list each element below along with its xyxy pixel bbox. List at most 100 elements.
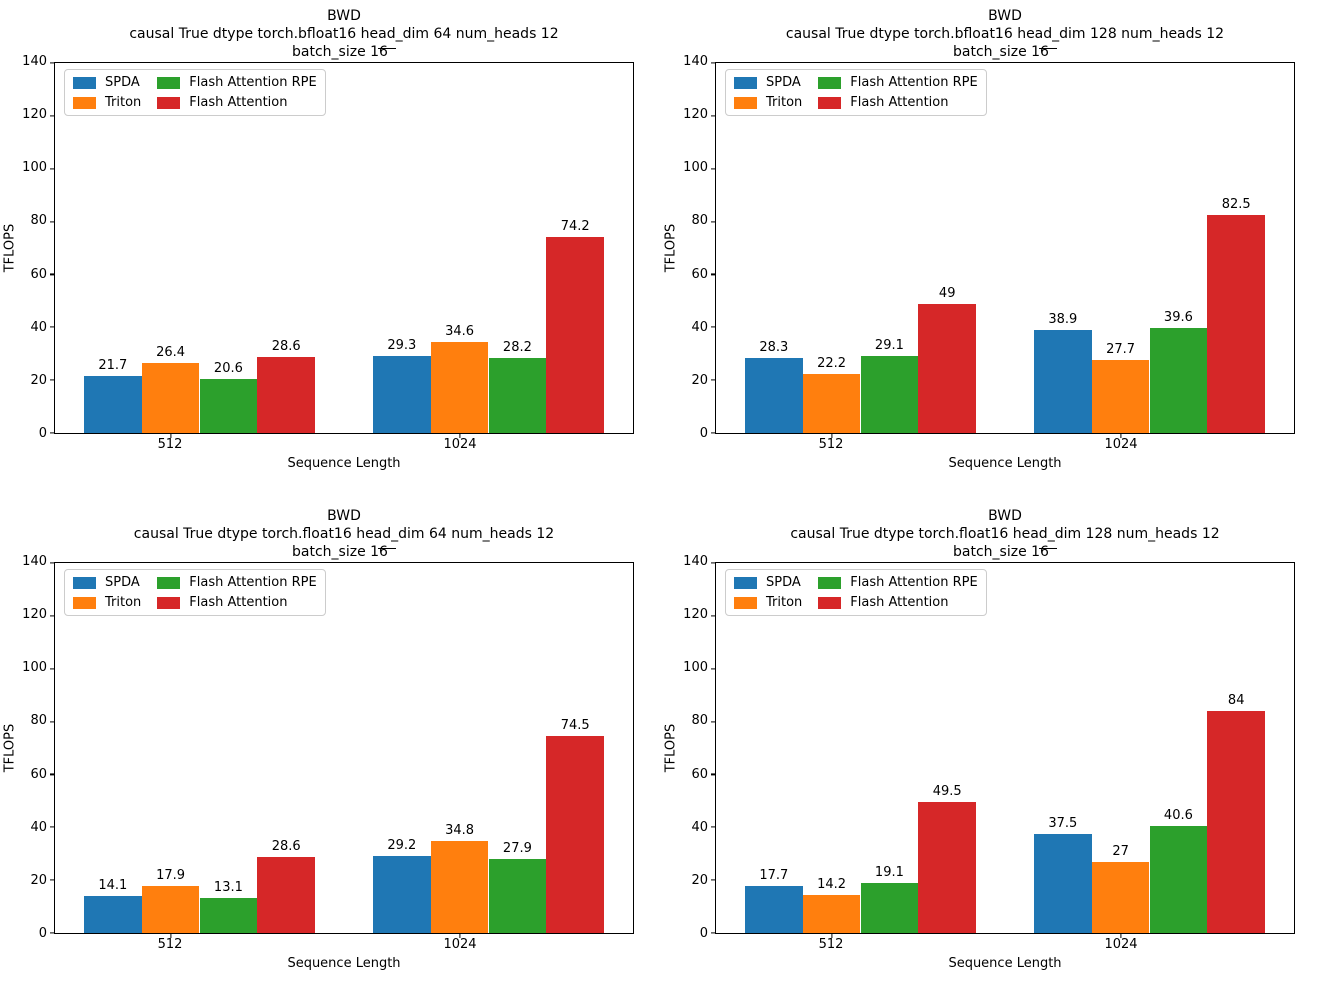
legend-item-spda: SPDA — [73, 75, 141, 90]
x-axis-label: Sequence Length — [287, 456, 401, 471]
legend-label: Triton — [766, 595, 803, 610]
bar-flash-attention-1024 — [546, 236, 605, 433]
y-tick-label: 140 — [683, 54, 708, 69]
bar-flash-attention-512 — [257, 857, 316, 933]
bar-triton-512 — [141, 885, 200, 933]
bar-value-label: 49 — [938, 285, 956, 301]
legend-swatch-triton — [73, 596, 96, 609]
y-tick-mark — [50, 720, 54, 723]
y-tick-label: 100 — [22, 660, 47, 676]
bar-flash-attention-rpe-1024 — [1149, 328, 1208, 433]
bar-triton-1024 — [1091, 359, 1150, 433]
x-tick-mark — [831, 434, 833, 438]
y-tick-mark — [711, 273, 715, 276]
bar-value-label: 26.4 — [156, 345, 186, 361]
y-tick-label: 0 — [699, 426, 708, 441]
legend-swatch-flash-attention — [157, 596, 181, 609]
y-tick-label: 60 — [30, 766, 47, 782]
y-tick-label: 0 — [38, 426, 47, 441]
y-tick-label: 20 — [691, 372, 708, 388]
bar-flash-attention-rpe-512 — [860, 356, 919, 433]
legend-item-triton: Triton — [73, 95, 141, 110]
legend-label: Triton — [105, 595, 142, 610]
chart-title-block: BWD causal True dtype torch.bfloat16 head… — [54, 7, 634, 62]
plot-row: TFLOPS 0 20 40 60 80 100 120 140 SPDA Triton Flash … — [0, 555, 661, 941]
y-tick-mark — [50, 773, 54, 776]
y-tick-mark — [711, 879, 715, 881]
y-tick-label: 60 — [691, 266, 708, 282]
y-tick-label: 80 — [691, 213, 708, 229]
y-axis-label: TFLOPS — [663, 723, 679, 773]
bar-flash-attention-1024 — [1207, 711, 1266, 933]
x-tick-label: 1024 — [1104, 937, 1138, 952]
y-tick-mark — [711, 326, 715, 328]
y-tick-label: 60 — [30, 266, 47, 282]
plot-area: SPDA Triton Flash Attention RPE Flash Atten… — [711, 62, 1295, 438]
x-tick-label: 1024 — [443, 437, 477, 452]
bar-flash-attention-512 — [918, 802, 977, 933]
bar-spda-1024 — [1033, 330, 1092, 433]
y-tick-mark — [50, 326, 54, 328]
y-tick-mark — [50, 115, 54, 117]
y-tick-mark — [50, 273, 54, 276]
bar-value-label: 29.1 — [874, 338, 904, 354]
bar-spda-512 — [744, 886, 803, 933]
legend-label: Flash Attention RPE — [189, 75, 317, 90]
bar-triton-512 — [141, 363, 200, 433]
y-tick-mark — [50, 932, 54, 934]
bar-flash-attention-512 — [257, 357, 316, 433]
legend-label: SPDA — [766, 75, 801, 90]
y-tick-mark — [711, 220, 715, 223]
bar-value-label: 14.2 — [817, 877, 847, 893]
bar-triton-512 — [802, 895, 861, 933]
legend-label: SPDA — [105, 575, 140, 590]
y-axis-label-column: TFLOPS — [0, 62, 20, 434]
x-tick-mark — [1120, 934, 1122, 938]
bar-value-label: 40.6 — [1163, 807, 1193, 823]
y-tick-mark — [711, 826, 715, 828]
bar-flash-attention-rpe-512 — [199, 378, 258, 433]
y-tick-label: 120 — [22, 607, 47, 623]
x-tick-mark — [170, 934, 172, 938]
x-tick-labels: 512 1024 — [54, 434, 634, 456]
y-tick-mark — [50, 62, 54, 64]
y-tick-label: 40 — [30, 319, 47, 335]
x-tick-labels: 512 1024 — [54, 934, 634, 956]
bar-value-label: 19.1 — [874, 864, 904, 880]
y-tick-labels: 0 20 40 60 80 100 120 140 — [681, 55, 715, 441]
legend-label: Triton — [105, 95, 142, 110]
y-axis-label-column: TFLOPS — [661, 62, 681, 434]
bar-flash-attention-rpe-1024 — [488, 358, 547, 433]
bar-value-label: 14.1 — [98, 877, 128, 893]
y-tick-mark — [50, 826, 54, 828]
legend-swatch-flash-attention-rpe — [818, 576, 842, 589]
legend-swatch-flash-attention — [818, 96, 842, 109]
legend-swatch-triton — [734, 96, 757, 109]
plot-row: TFLOPS 0 20 40 60 80 100 120 140 SPDA Triton Flash … — [0, 55, 661, 441]
legend-swatch-spda — [734, 576, 757, 589]
x-axis-label: Sequence Length — [287, 956, 401, 971]
y-tick-label: 40 — [30, 819, 47, 835]
subplot-top-right: BWD causal True dtype torch.bfloat16 head… — [661, 0, 1322, 500]
x-tick-label: 1024 — [443, 937, 477, 952]
chart-title: BWD — [327, 8, 361, 24]
y-tick-mark — [711, 773, 715, 776]
chart-subtitle-batch: batch_size 16 — [715, 43, 1295, 61]
bar-flash-attention-512 — [918, 303, 977, 433]
legend-swatch-flash-attention-rpe — [818, 76, 842, 89]
x-axis-label: Sequence Length — [948, 956, 1062, 971]
y-tick-label: 80 — [30, 713, 47, 729]
bar-spda-512 — [744, 358, 803, 433]
legend-swatch-spda — [73, 576, 96, 589]
bar-value-label: 13.1 — [213, 880, 243, 896]
y-tick-label: 100 — [683, 160, 708, 176]
chart-subtitle-batch: batch_size 16 — [54, 43, 634, 61]
bar-value-label: 28.6 — [271, 339, 301, 355]
bar-value-label: 21.7 — [98, 357, 128, 373]
bar-spda-1024 — [372, 855, 431, 933]
plot-area: SPDA Triton Flash Attention RPE Flash Atten… — [711, 562, 1295, 938]
chart-title-block: BWD causal True dtype torch.float16 head_… — [715, 507, 1295, 562]
y-axis-label: TFLOPS — [663, 223, 679, 273]
x-tick-label: 512 — [157, 937, 183, 952]
bar-spda-1024 — [372, 355, 431, 433]
